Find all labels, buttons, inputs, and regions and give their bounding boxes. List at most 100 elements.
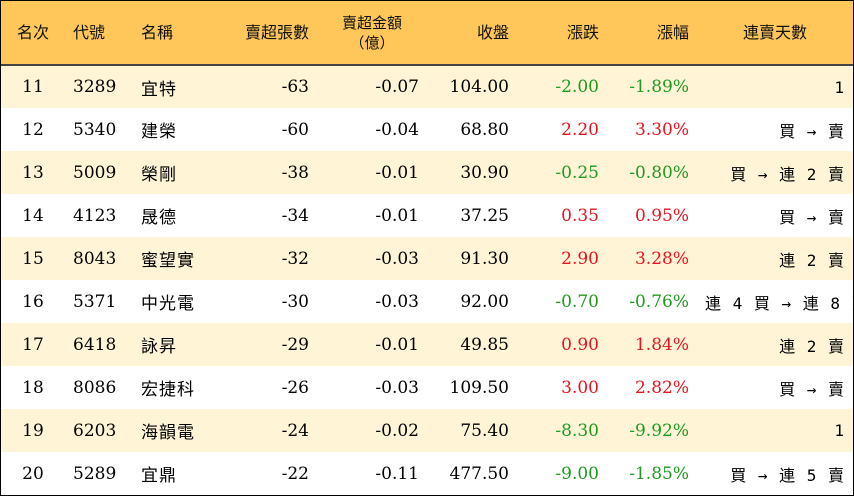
cell-net-sell-lots: -63	[281, 77, 309, 97]
cell-pct: 3.28%	[634, 248, 689, 269]
cell-close: 91.30	[460, 248, 509, 269]
header-close: 收盤	[427, 1, 517, 66]
cell-close: 68.80	[460, 119, 509, 140]
header-streak: 連賣天數	[697, 1, 853, 66]
header-code: 代號	[65, 1, 133, 66]
cell-net-sell-lots: -26	[281, 377, 309, 398]
header-net-sell-lots: 賣超張數	[217, 1, 317, 66]
header-net-sell-amount-line1: 賣超金額	[341, 13, 402, 32]
cell-change: -0.70	[555, 291, 599, 312]
cell-streak: 買 → 賣	[779, 121, 845, 141]
cell-stock-name: 宏捷科	[141, 380, 195, 400]
cell-net-sell-amount: -0.04	[375, 119, 419, 140]
cell-net-sell-lots: -34	[281, 205, 309, 226]
cell-rank: 14	[22, 205, 44, 226]
table-row: 14 4123 晟德 -34 -0.01 37.25 0.35 0.95% 買 → 賣	[1, 194, 853, 237]
cell-pct: 2.82%	[634, 377, 689, 398]
cell-code: 6203	[73, 420, 117, 441]
table-row: 18 8086 宏捷科 -26 -0.03 109.50 3.00 2.82% 買 → 賣	[1, 366, 853, 409]
cell-streak: 連 2 賣	[779, 336, 845, 356]
cell-pct: -0.76%	[629, 291, 689, 312]
cell-net-sell-amount: -0.02	[375, 420, 419, 441]
cell-close: 75.40	[460, 420, 509, 441]
header-rank: 名次	[1, 1, 65, 66]
cell-change: 0.90	[561, 334, 599, 355]
cell-stock-name: 建榮	[141, 122, 177, 142]
header-net-sell-amount: 賣超金額 （億）	[317, 1, 427, 66]
header-net-sell-amount-unit: （億）	[349, 33, 395, 52]
cell-change: 2.90	[561, 248, 599, 269]
cell-code: 5289	[73, 463, 117, 484]
cell-stock-name: 榮剛	[141, 165, 177, 185]
cell-close: 104.00	[449, 77, 509, 97]
cell-net-sell-lots: -30	[281, 291, 309, 312]
table-row: 11 3289 宜特 -63 -0.07 104.00 -2.00 -1.89% 1	[1, 65, 853, 108]
table-row: 20 5289 宜鼎 -22 -0.11 477.50 -9.00 -1.85% 買 → 連 5…	[1, 452, 853, 495]
cell-streak: 1	[834, 77, 845, 97]
cell-rank: 11	[22, 77, 44, 97]
cell-change: -2.00	[555, 77, 599, 97]
cell-stock-name: 蜜望實	[141, 251, 195, 271]
cell-rank: 17	[22, 334, 44, 355]
cell-stock-name: 詠昇	[141, 337, 177, 357]
cell-change: -9.00	[555, 463, 599, 484]
cell-close: 477.50	[449, 463, 509, 484]
cell-net-sell-amount: -0.03	[375, 377, 419, 398]
cell-rank: 19	[22, 420, 44, 441]
cell-change: -8.30	[555, 420, 599, 441]
cell-change: 2.20	[561, 119, 599, 140]
cell-pct: 3.30%	[634, 119, 689, 140]
cell-code: 8043	[73, 248, 117, 269]
table-row: 17 6418 詠昇 -29 -0.01 49.85 0.90 1.84% 連 2 賣	[1, 323, 853, 366]
cell-rank: 15	[22, 248, 44, 269]
cell-net-sell-amount: -0.07	[375, 77, 419, 97]
cell-code: 4123	[73, 205, 117, 226]
cell-net-sell-lots: -29	[281, 334, 309, 355]
cell-close: 49.85	[460, 334, 509, 355]
cell-close: 92.00	[460, 291, 509, 312]
cell-close: 30.90	[460, 162, 509, 183]
cell-net-sell-lots: -60	[281, 119, 309, 140]
cell-code: 5009	[73, 162, 117, 183]
cell-rank: 20	[22, 463, 44, 484]
cell-streak: 連 2 賣	[779, 250, 845, 270]
cell-rank: 13	[22, 162, 44, 183]
cell-change: 0.35	[561, 205, 599, 226]
cell-code: 8086	[73, 377, 117, 398]
table-row: 13 5009 榮剛 -38 -0.01 30.90 -0.25 -0.80% 買 → 連 2 …	[1, 151, 853, 194]
header-name: 名稱	[133, 1, 217, 66]
cell-code: 6418	[73, 334, 117, 355]
cell-stock-name: 晟德	[141, 208, 177, 228]
cell-change: -0.25	[555, 162, 599, 183]
cell-change: 3.00	[561, 377, 599, 398]
cell-pct: -0.80%	[629, 162, 689, 183]
cell-net-sell-amount: -0.01	[375, 334, 419, 355]
cell-rank: 16	[22, 291, 44, 312]
table-row: 15 8043 蜜望實 -32 -0.03 91.30 2.90 3.28% 連 2 賣	[1, 237, 853, 280]
cell-stock-name: 海韻電	[141, 423, 195, 443]
cell-net-sell-lots: -24	[281, 420, 309, 441]
cell-close: 109.50	[449, 377, 509, 398]
cell-pct: -1.89%	[629, 77, 689, 97]
table-row: 16 5371 中光電 -30 -0.03 92.00 -0.70 -0.76% 連 4 買 →…	[1, 280, 854, 323]
cell-net-sell-amount: -0.01	[375, 162, 419, 183]
cell-streak: 買 → 連 5 賣	[730, 465, 845, 485]
cell-pct: -9.92%	[629, 420, 689, 441]
header-pct: 漲幅	[607, 1, 697, 66]
cell-net-sell-lots: -32	[281, 248, 309, 269]
cell-code: 5371	[73, 291, 117, 312]
cell-net-sell-amount: -0.11	[375, 463, 419, 484]
cell-close: 37.25	[460, 205, 509, 226]
cell-streak: 連 4 買 → 連 8 賣	[705, 293, 854, 313]
cell-streak: 買 → 連 2 賣	[730, 164, 845, 184]
cell-code: 5340	[73, 119, 117, 140]
cell-net-sell-lots: -38	[281, 162, 309, 183]
table-row: 12 5340 建榮 -60 -0.04 68.80 2.20 3.30% 買 → 賣	[1, 108, 853, 151]
cell-stock-name: 宜鼎	[141, 466, 177, 486]
cell-stock-name: 中光電	[141, 294, 195, 314]
cell-stock-name: 宜特	[141, 79, 177, 100]
cell-streak: 1	[834, 421, 845, 440]
cell-rank: 12	[22, 119, 44, 140]
